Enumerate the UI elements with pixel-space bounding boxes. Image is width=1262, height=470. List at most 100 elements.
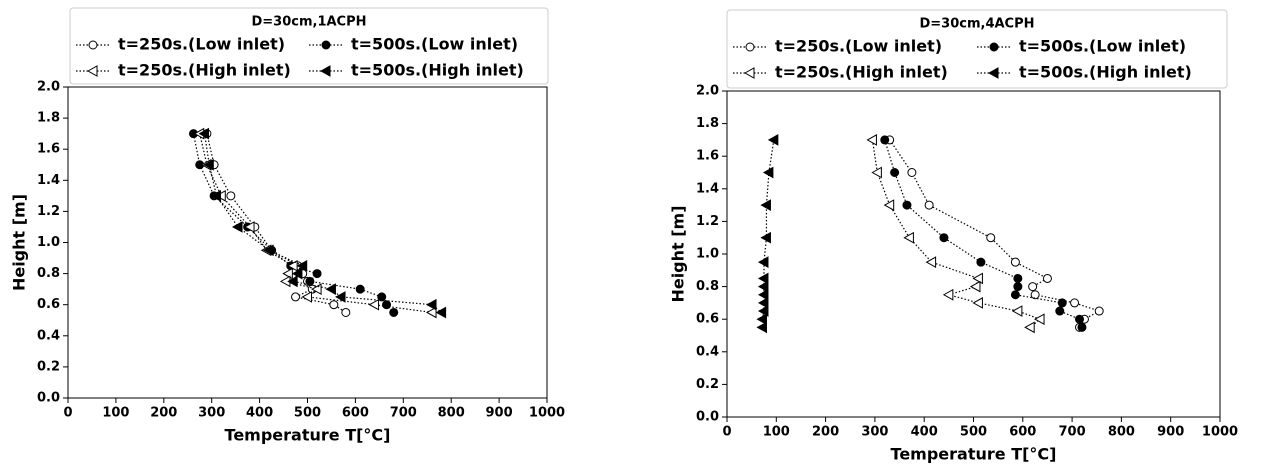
marker — [426, 298, 437, 311]
marker — [1011, 305, 1023, 317]
marker — [203, 158, 214, 171]
y-tick-label: 1.0 — [37, 235, 60, 250]
marker — [767, 134, 779, 146]
marker — [1030, 290, 1040, 300]
legend-marker — [86, 65, 98, 77]
marker — [226, 191, 236, 201]
plot-frame — [726, 90, 1221, 418]
legend-marker — [745, 42, 755, 52]
marker — [760, 199, 771, 211]
series-line — [761, 139, 775, 328]
y-tick-label: 2.0 — [696, 84, 719, 99]
marker — [1077, 322, 1087, 332]
marker — [925, 256, 937, 268]
y-tick-label: 0.6 — [37, 297, 60, 312]
y-tick-label: 0.6 — [696, 312, 719, 327]
legend-marker — [321, 40, 331, 50]
legend-label: t=500s.(High inlet) — [1019, 63, 1192, 82]
marker — [890, 168, 900, 177]
marker — [305, 276, 315, 286]
x-tick-label: 700 — [390, 406, 417, 421]
marker — [291, 292, 301, 302]
legend-label: t=500s.(Low inlet) — [351, 35, 518, 54]
marker — [243, 221, 255, 233]
legend-label: t=250s.(Low inlet) — [118, 35, 285, 54]
series-line — [889, 139, 1101, 328]
y-tick-label: 1.2 — [696, 214, 719, 229]
marker — [1034, 313, 1045, 326]
y-tick-label: 0.2 — [37, 359, 60, 374]
legend-marker — [319, 65, 331, 77]
x-tick-label: 900 — [1157, 425, 1184, 440]
marker — [355, 284, 365, 294]
marker — [263, 244, 274, 257]
legend-label: t=250s.(High inlet) — [118, 61, 291, 80]
marker — [1013, 282, 1023, 292]
marker — [210, 190, 221, 202]
y-tick-label: 0.0 — [696, 410, 719, 425]
legend-marker — [743, 67, 755, 79]
marker — [1094, 306, 1104, 316]
y-axis-label: Height [m] — [669, 205, 688, 302]
y-tick-label: 1.6 — [37, 142, 60, 157]
marker — [382, 300, 392, 310]
y-tick-label: 0.8 — [696, 279, 719, 294]
legend-title: D=30cm,1ACPH — [251, 15, 366, 30]
marker — [756, 321, 767, 334]
marker — [757, 280, 769, 293]
marker — [757, 256, 769, 268]
x-tick-label: 100 — [102, 406, 129, 421]
marker — [335, 291, 346, 303]
marker — [301, 291, 312, 303]
legend-label: t=250s.(High inlet) — [775, 63, 948, 82]
legend-marker — [987, 67, 999, 79]
legend-box — [726, 9, 1228, 89]
x-tick-label: 500 — [294, 406, 321, 421]
marker — [902, 200, 912, 210]
legend-title: D=30cm,4ACPH — [919, 17, 1034, 32]
x-tick-label: 200 — [812, 425, 839, 440]
marker — [924, 200, 934, 210]
y-tick-label: 1.4 — [37, 173, 60, 188]
x-tick-label: 300 — [198, 406, 225, 421]
x-tick-label: 900 — [486, 406, 513, 421]
marker — [757, 297, 769, 309]
y-tick-label: 1.2 — [37, 204, 60, 219]
marker — [1024, 321, 1035, 334]
marker — [871, 166, 882, 179]
marker — [969, 280, 981, 293]
x-tick-label: 800 — [438, 406, 465, 421]
marker — [312, 269, 322, 279]
marker — [907, 168, 917, 177]
x-tick-label: 1000 — [529, 406, 565, 421]
x-tick-label: 400 — [246, 406, 273, 421]
y-tick-label: 1.8 — [37, 111, 60, 126]
marker — [866, 134, 877, 146]
marker — [942, 288, 954, 301]
marker — [939, 233, 949, 243]
y-tick-label: 2.0 — [37, 80, 60, 95]
marker — [1074, 314, 1084, 324]
marker — [972, 272, 983, 285]
plot-frame — [67, 86, 548, 399]
x-tick-label: 300 — [861, 425, 888, 440]
marker — [757, 288, 769, 301]
marker — [757, 272, 769, 285]
marker — [762, 166, 774, 179]
y-axis-label: Height [m] — [10, 194, 29, 291]
x-axis-label: Temperature T[°C] — [225, 426, 391, 445]
marker — [757, 305, 769, 317]
series-line — [199, 133, 433, 314]
marker — [368, 298, 380, 311]
x-tick-label: 400 — [911, 425, 938, 440]
marker — [389, 307, 399, 317]
series-line — [192, 133, 395, 313]
legend-label: t=250s.(Low inlet) — [775, 37, 942, 56]
marker — [1042, 273, 1052, 283]
legend-marker — [88, 40, 98, 50]
marker — [287, 275, 298, 288]
x-tick-label: 1000 — [1202, 425, 1238, 440]
y-tick-label: 0.4 — [37, 328, 60, 343]
y-tick-label: 0.0 — [37, 391, 60, 406]
